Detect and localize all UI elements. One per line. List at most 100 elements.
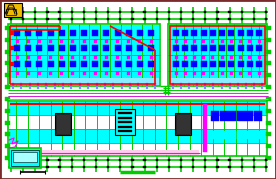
Bar — [253, 166, 255, 168]
Bar — [230, 71, 233, 74]
Bar — [59, 61, 65, 67]
Bar — [229, 83, 231, 86]
Bar — [83, 18, 85, 20]
Bar — [58, 159, 61, 161]
Bar — [239, 40, 242, 42]
Bar — [92, 45, 98, 51]
Bar — [47, 45, 54, 51]
Bar — [83, 40, 86, 42]
Bar — [46, 159, 49, 161]
Bar — [105, 40, 108, 42]
Bar — [11, 150, 39, 166]
Bar — [168, 166, 170, 168]
Bar — [196, 83, 198, 86]
Bar — [115, 45, 121, 51]
Bar — [238, 61, 243, 67]
Bar — [180, 11, 182, 13]
Bar — [119, 18, 121, 20]
Bar — [180, 18, 182, 20]
Bar — [239, 71, 242, 74]
Bar — [155, 166, 158, 168]
Bar — [192, 45, 197, 51]
Bar — [37, 83, 39, 86]
Bar — [211, 131, 219, 139]
Bar — [168, 11, 170, 13]
Bar — [38, 71, 41, 74]
Bar — [6, 9, 16, 15]
Bar — [14, 30, 20, 36]
Bar — [253, 83, 255, 86]
Bar — [261, 83, 263, 86]
Bar — [55, 113, 71, 135]
Bar — [12, 86, 14, 89]
Bar — [34, 18, 36, 20]
Bar — [182, 45, 188, 51]
Bar — [54, 83, 56, 86]
Bar — [104, 83, 106, 86]
Bar — [71, 40, 74, 42]
Bar — [126, 30, 132, 36]
Bar — [216, 18, 219, 20]
Bar — [219, 30, 225, 36]
Bar — [4, 3, 22, 17]
Bar — [154, 83, 156, 86]
Bar — [5, 26, 10, 30]
Bar — [54, 86, 56, 89]
Bar — [5, 50, 10, 54]
Bar — [79, 86, 81, 89]
Bar — [10, 159, 12, 161]
Bar — [38, 40, 41, 42]
Bar — [245, 83, 247, 86]
Bar — [49, 40, 52, 42]
Bar — [107, 11, 109, 13]
Bar — [266, 109, 271, 113]
Bar — [103, 30, 109, 36]
Bar — [9, 115, 266, 129]
Bar — [228, 131, 236, 139]
Bar — [56, 114, 70, 134]
Bar — [253, 86, 255, 89]
Bar — [168, 18, 170, 20]
Bar — [148, 45, 154, 51]
Bar — [180, 166, 182, 168]
Bar — [36, 30, 42, 36]
Bar — [131, 11, 134, 13]
Bar — [150, 40, 153, 42]
Bar — [170, 26, 265, 84]
Bar — [154, 86, 156, 89]
Bar — [193, 55, 196, 59]
Bar — [9, 143, 266, 155]
Bar — [22, 11, 24, 13]
Bar — [10, 18, 12, 20]
Bar — [118, 112, 132, 114]
Bar — [248, 71, 251, 74]
Bar — [94, 40, 97, 42]
Bar — [240, 18, 243, 20]
Bar — [253, 159, 255, 161]
Bar — [47, 30, 54, 36]
Bar — [115, 109, 135, 135]
Bar — [34, 166, 36, 168]
Bar — [182, 30, 188, 36]
Bar — [143, 11, 146, 13]
Bar — [131, 18, 134, 20]
Bar — [180, 159, 182, 161]
Bar — [180, 86, 182, 89]
Bar — [211, 40, 214, 42]
Bar — [173, 45, 179, 51]
Bar — [60, 71, 63, 74]
Bar — [148, 61, 154, 67]
Bar — [15, 71, 18, 74]
Bar — [83, 166, 85, 168]
Bar — [121, 83, 123, 86]
Bar — [10, 166, 12, 168]
Bar — [265, 11, 267, 13]
Bar — [107, 159, 109, 161]
Bar — [92, 30, 98, 36]
Bar — [10, 31, 14, 35]
Bar — [15, 55, 18, 59]
Bar — [239, 55, 242, 59]
Bar — [62, 86, 64, 89]
Bar — [126, 61, 132, 67]
Bar — [213, 83, 214, 86]
